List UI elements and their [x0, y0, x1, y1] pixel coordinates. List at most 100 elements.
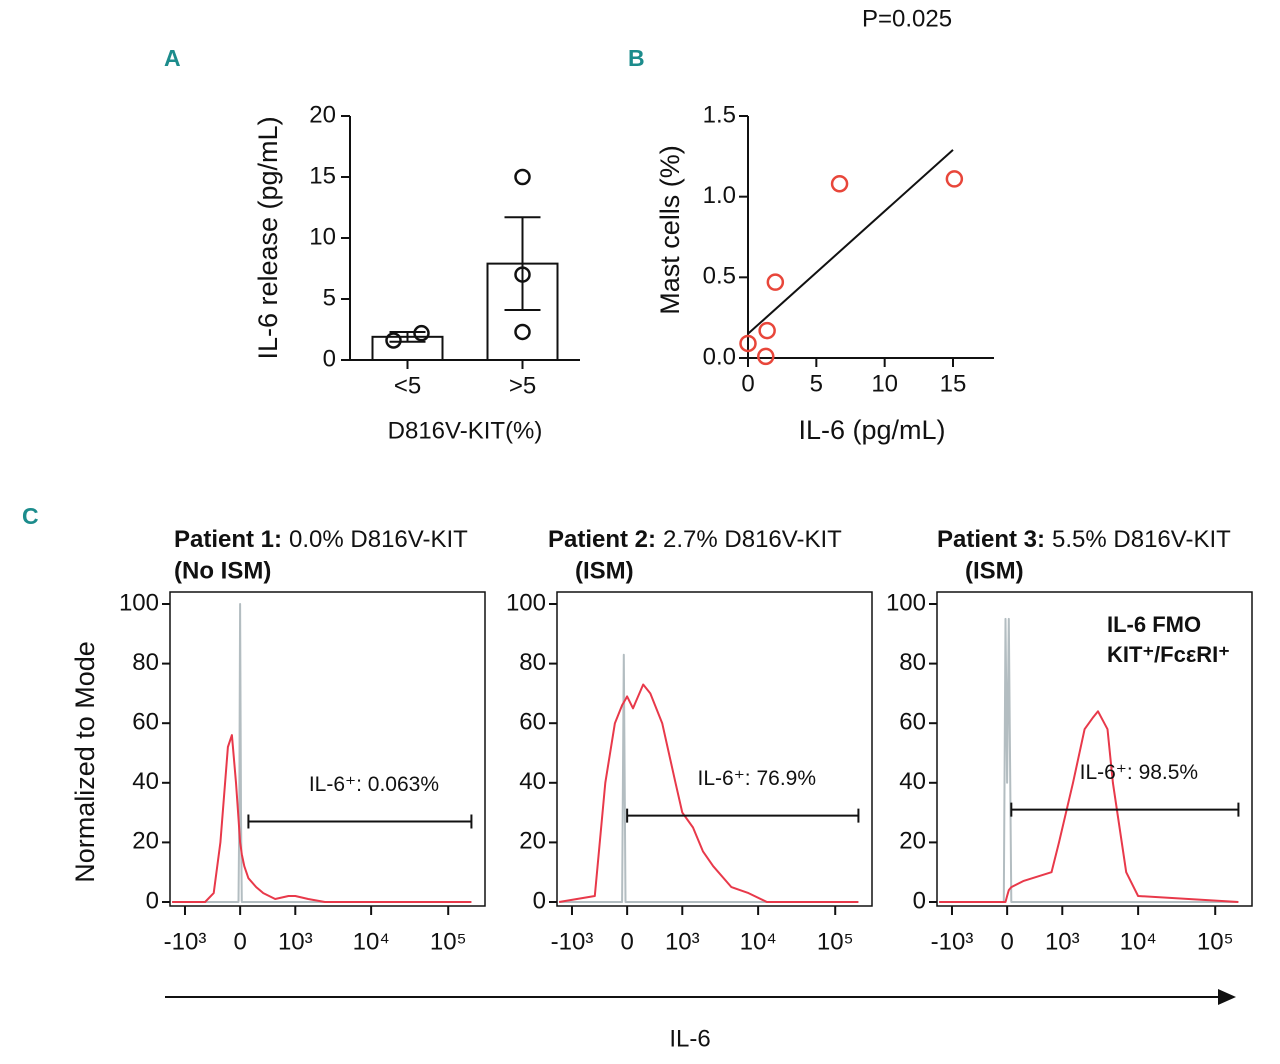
y-tick-label: 60	[899, 709, 926, 736]
x-tick-label: 0	[741, 370, 754, 397]
y-tick-label: 100	[506, 589, 546, 616]
legend-entry: IL-6 FMO	[1107, 612, 1201, 637]
histogram-curve	[558, 683, 859, 903]
histogram-curve	[939, 617, 1239, 903]
x-tick-label: 10³	[1045, 928, 1080, 955]
x-tick-label: 10⁵	[1197, 928, 1234, 955]
y-tick-label: 1.5	[703, 101, 736, 128]
plot-frame	[169, 591, 486, 907]
plot-frame	[936, 591, 1253, 907]
y-tick-label: 0	[323, 345, 336, 372]
y-tick-label: 0	[146, 887, 159, 914]
title-text: 5.5% D816V-KIT	[1052, 526, 1231, 553]
panel-subtitle: (ISM)	[965, 557, 1024, 584]
y-tick-label: 20	[309, 101, 336, 128]
panel-subtitle: (No ISM)	[174, 557, 271, 584]
x-tick-label: -10³	[931, 928, 974, 955]
panel-title: Patient 2: 2.7% D816V-KIT	[548, 526, 842, 553]
x-axis-label: IL-6	[669, 1025, 710, 1052]
fit-line	[747, 149, 954, 335]
y-tick-label: 0.0	[703, 343, 736, 370]
x-axis-label: IL-6 (pg/mL)	[798, 415, 945, 445]
annotation: P=0.025	[862, 5, 952, 32]
x-tick-label: 10	[871, 370, 898, 397]
panel-label: B	[628, 45, 645, 71]
panel-title: Patient 1: 0.0% D816V-KIT	[174, 526, 468, 553]
legend-entry: KIT⁺/FcεRI⁺	[1107, 642, 1230, 667]
x-tick-label: 10³	[665, 928, 700, 955]
x-tick-label: 10⁴	[740, 928, 777, 955]
y-axis-label: IL-6 release (pg/mL)	[253, 116, 283, 359]
data-point	[385, 332, 402, 349]
arrow-head	[1218, 989, 1236, 1005]
y-tick-label: 0.5	[703, 263, 736, 290]
error-bar	[504, 216, 541, 311]
y-tick-label: 60	[132, 709, 159, 736]
y-axis-label: Normalized to Mode	[70, 641, 100, 883]
y-tick-label: 80	[519, 649, 546, 676]
data-point	[766, 273, 785, 291]
title-text: 0.0% D816V-KIT	[289, 526, 468, 553]
x-tick-label: 0	[620, 928, 633, 955]
y-tick-label: 15	[309, 162, 336, 189]
title-bold: Patient 1:	[174, 526, 282, 553]
x-tick-label: 10⁵	[430, 928, 467, 955]
histogram-curve	[559, 653, 859, 903]
title-bold: Patient 3:	[937, 526, 1045, 553]
x-tick-label: 0	[1000, 928, 1013, 955]
y-tick-label: 100	[119, 589, 159, 616]
x-tick-label: >5	[509, 372, 536, 399]
histogram-curve	[939, 710, 1239, 903]
title-bold: Patient 2:	[548, 526, 656, 553]
title-text: 2.7% D816V-KIT	[663, 526, 842, 553]
y-tick-label: 40	[899, 768, 926, 795]
gate	[1010, 802, 1240, 817]
x-tick-label: 0	[233, 928, 246, 955]
y-tick-label: 80	[132, 649, 159, 676]
y-tick-label: 20	[899, 828, 926, 855]
panel-label: C	[22, 503, 39, 529]
y-tick-label: 1.0	[703, 182, 736, 209]
y-tick-label: 40	[519, 768, 546, 795]
x-tick-label: 10⁴	[1120, 928, 1157, 955]
data-point	[514, 168, 531, 186]
y-tick-label: 0	[533, 887, 546, 914]
x-tick-label: <5	[394, 372, 421, 399]
panel-subtitle: (ISM)	[575, 557, 634, 584]
y-axis-label: Mast cells (%)	[655, 145, 685, 315]
y-tick-label: 20	[519, 828, 546, 855]
y-tick-label: 40	[132, 768, 159, 795]
y-tick-label: 20	[132, 828, 159, 855]
x-tick-label: -10³	[164, 928, 207, 955]
x-tick-label: 10⁵	[817, 928, 854, 955]
histogram-curve	[172, 734, 472, 903]
x-tick-label: 15	[940, 370, 967, 397]
panel-label: A	[164, 45, 181, 71]
data-point	[945, 170, 964, 188]
data-point	[758, 321, 776, 340]
gate-label: IL-6⁺: 0.063%	[309, 773, 439, 796]
data-point	[739, 334, 757, 353]
data-point	[830, 175, 849, 193]
x-tick-label: 5	[810, 370, 823, 397]
gate	[626, 808, 860, 823]
data-point	[514, 323, 531, 341]
gate-label: IL-6⁺: 76.9%	[698, 767, 816, 790]
plot-frame	[556, 591, 873, 907]
panel-title: Patient 3: 5.5% D816V-KIT	[937, 526, 1231, 553]
data-point	[514, 266, 531, 283]
x-tick-label: -10³	[551, 928, 594, 955]
gate	[247, 814, 473, 829]
gate-label: IL-6⁺: 98.5%	[1080, 761, 1198, 784]
data-point	[757, 347, 775, 366]
x-axis-label: D816V-KIT(%)	[388, 417, 543, 444]
histogram-curve	[172, 603, 472, 903]
x-tick-label: 10⁴	[353, 928, 390, 955]
y-tick-label: 80	[899, 649, 926, 676]
y-tick-label: 100	[886, 589, 926, 616]
error-bar	[389, 330, 426, 343]
x-tick-label: 10³	[278, 928, 313, 955]
y-tick-label: 60	[519, 709, 546, 736]
